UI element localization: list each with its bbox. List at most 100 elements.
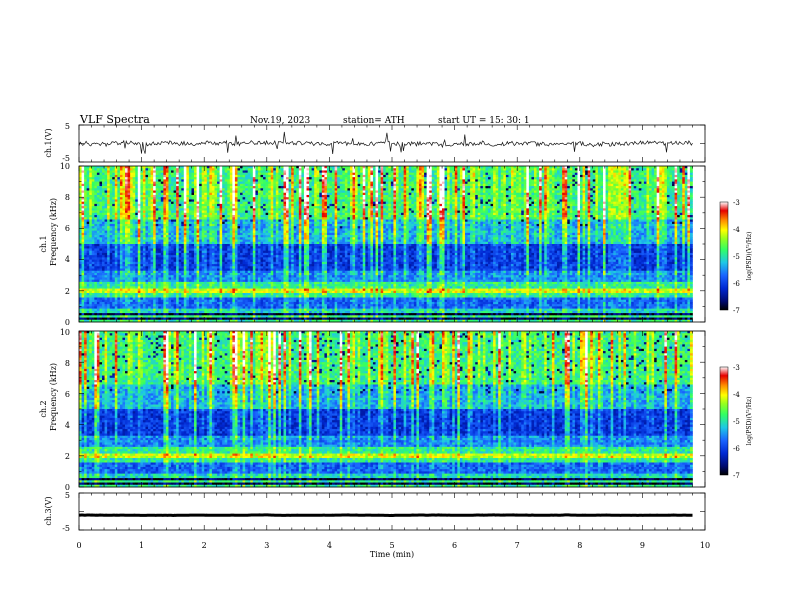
spectrogram-cell <box>641 202 644 205</box>
spectrogram-cell <box>82 188 85 191</box>
spectrogram-cell <box>319 195 322 198</box>
spectrogram-cell <box>585 182 588 185</box>
spectrogram-cell <box>245 177 248 180</box>
spectrogram-cell <box>521 184 524 187</box>
spectrogram-cell <box>350 193 353 196</box>
spectrogram-cell <box>442 206 445 209</box>
spectrogram-cell <box>110 211 113 214</box>
spectrogram-cell <box>593 177 596 180</box>
spectrogram-cell <box>531 170 534 173</box>
spectrogram-cell <box>281 168 284 171</box>
spectrogram-cell <box>404 199 407 202</box>
spectrogram-cell <box>266 204 269 207</box>
spectrogram-cell <box>184 195 187 198</box>
spectrogram-cell <box>133 186 136 189</box>
spectrogram-cell <box>529 208 532 211</box>
spectrogram-cell <box>422 202 425 205</box>
spectrogram-cell <box>537 208 540 211</box>
spectrogram-cell <box>283 173 286 176</box>
spectrogram-cell <box>611 170 614 173</box>
spectrogram-cell <box>664 208 667 211</box>
spectrogram-cell <box>480 193 483 196</box>
spectrogram-cell <box>485 199 488 202</box>
spectrogram-cell <box>156 204 159 207</box>
spectrogram-cell <box>181 199 184 202</box>
spectrogram-cell <box>240 179 243 182</box>
spectrogram-cell <box>181 208 184 211</box>
spectrogram-cell <box>516 188 519 191</box>
spectrogram-cell <box>258 177 261 180</box>
spectrogram-cell <box>232 211 235 214</box>
spectrogram-cell <box>519 188 522 191</box>
spectrogram-cell <box>478 206 481 209</box>
spectrogram-cell <box>629 191 632 194</box>
spectrogram-cell <box>324 188 327 191</box>
spectrogram-cell <box>376 179 379 182</box>
spectrogram-cell <box>163 206 166 209</box>
spectrogram-cell <box>79 199 82 202</box>
spectrogram-cell <box>281 182 284 185</box>
spectrogram-cell <box>120 179 123 182</box>
spectrogram-cell <box>255 202 258 205</box>
spectrogram-cell <box>125 182 128 185</box>
spectrogram-cell <box>478 197 481 200</box>
spectrogram-cell <box>470 193 473 196</box>
spectrogram-cell <box>498 182 501 185</box>
spectrogram-cell <box>278 177 281 180</box>
spectrogram-cell <box>669 202 672 205</box>
spectrogram-cell <box>335 197 338 200</box>
spectrogram-cell <box>452 193 455 196</box>
spectrogram-cell <box>115 177 118 180</box>
spectrogram-cell <box>672 206 675 209</box>
spectrogram-cell <box>273 175 276 178</box>
spectrogram-cell <box>470 202 473 205</box>
spectrogram-cell <box>115 175 118 178</box>
spectrogram-cell <box>115 202 118 205</box>
spectrogram-cell <box>672 186 675 189</box>
spectrogram-cell <box>237 182 240 185</box>
spectrogram-cell <box>260 168 263 171</box>
spectrogram-cell <box>603 186 606 189</box>
spectrogram-cell <box>148 197 151 200</box>
spectrogram-cell <box>309 195 312 198</box>
spectrogram-cell <box>197 197 200 200</box>
spectrogram-cell <box>690 175 693 178</box>
spectrogram-cell <box>432 179 435 182</box>
spectrogram-cell <box>567 199 570 202</box>
spectrogram-cell <box>299 199 302 202</box>
spectrogram-cell <box>491 195 494 198</box>
spectrogram-cell <box>462 202 465 205</box>
spectrogram-cell <box>593 173 596 176</box>
spectrogram-cell <box>283 206 286 209</box>
spectrogram-cell <box>245 188 248 191</box>
spectrogram-cell <box>460 182 463 185</box>
spectrogram-cell <box>309 191 312 194</box>
spectrogram-cell <box>488 168 491 171</box>
spectrogram-cell <box>623 186 626 189</box>
spectrogram-cell <box>608 197 611 200</box>
spectrogram-cell <box>496 182 499 185</box>
spectrogram-cell <box>631 177 634 180</box>
spectrogram-cell <box>89 197 92 200</box>
spectrogram-cell <box>439 195 442 198</box>
spectrogram-cell <box>687 182 690 185</box>
spectrogram-cell <box>110 182 113 185</box>
spectrogram-cell <box>639 184 642 187</box>
spectrogram-cell <box>202 206 205 209</box>
spectrogram-cell <box>255 206 258 209</box>
spectrogram-cell <box>485 173 488 176</box>
spectrogram-cell <box>87 208 90 211</box>
spectrogram-cell <box>508 197 511 200</box>
spectrogram-cell <box>117 175 120 178</box>
spectrogram-cell <box>294 204 297 207</box>
spectrogram-cell <box>516 202 519 205</box>
spectrogram-cell <box>312 199 315 202</box>
spectrogram-cell <box>319 193 322 196</box>
spectrogram-cell <box>260 202 263 205</box>
spectrogram-cell <box>485 204 488 207</box>
spectrogram-cell <box>314 175 317 178</box>
spectrogram-cell <box>163 184 166 187</box>
spectrogram-cell <box>547 193 550 196</box>
spectrogram-cell <box>498 179 501 182</box>
spectrogram-cell <box>340 199 343 202</box>
